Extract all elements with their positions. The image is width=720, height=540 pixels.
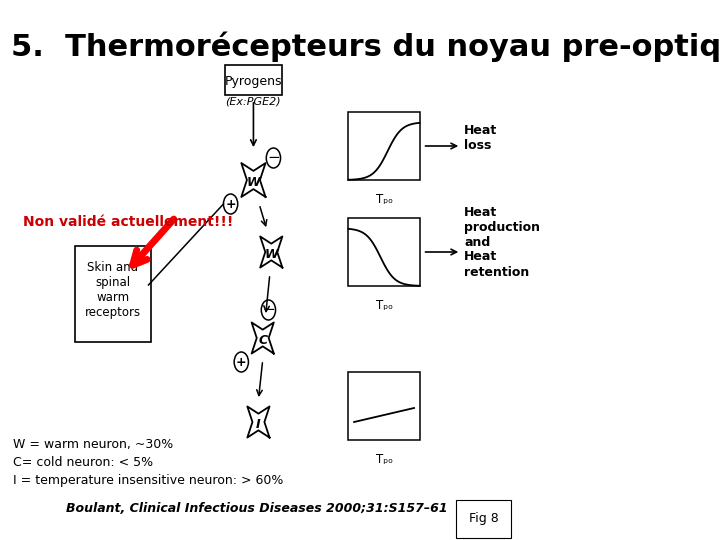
Text: Boulant, Clinical Infectious Diseases 2000;31:S157–61: Boulant, Clinical Infectious Diseases 20… (66, 502, 448, 515)
Text: Tₚₒ: Tₚₒ (376, 453, 392, 466)
Text: 5.  Thermorécepteurs du noyau pre-optique: 5. Thermorécepteurs du noyau pre-optique (11, 32, 720, 63)
Bar (348, 372, 420, 440)
Text: (Ex:PGE2): (Ex:PGE2) (225, 97, 282, 107)
Text: +: + (236, 355, 247, 368)
Text: Heat
production
and
Heat
retention: Heat production and Heat retention (464, 206, 540, 279)
Text: Non validé actuellement!!!: Non validé actuellement!!! (23, 215, 233, 229)
Text: I: I (256, 417, 261, 430)
Text: C: C (258, 334, 267, 347)
Text: Skin and
spinal
warm
receptors: Skin and spinal warm receptors (85, 261, 141, 319)
Text: W: W (264, 247, 278, 260)
Text: −: − (267, 151, 280, 165)
Text: Heat
loss: Heat loss (464, 124, 498, 152)
Text: −: − (262, 302, 275, 318)
Text: Tₚₒ: Tₚₒ (376, 299, 392, 312)
Text: W: W (246, 176, 261, 188)
Bar (348, 218, 420, 286)
Text: W = warm neuron, ~30%: W = warm neuron, ~30% (13, 438, 173, 451)
Text: +: + (225, 198, 236, 211)
Text: I = temperature insensitive neuron: > 60%: I = temperature insensitive neuron: > 60… (13, 474, 283, 487)
Text: Fig 8: Fig 8 (469, 512, 498, 525)
FancyBboxPatch shape (225, 65, 282, 95)
Text: Pyrogens: Pyrogens (225, 75, 282, 87)
Text: Tₚₒ: Tₚₒ (376, 193, 392, 206)
Text: C= cold neuron: < 5%: C= cold neuron: < 5% (13, 456, 153, 469)
FancyBboxPatch shape (75, 246, 150, 342)
Bar (348, 112, 420, 180)
